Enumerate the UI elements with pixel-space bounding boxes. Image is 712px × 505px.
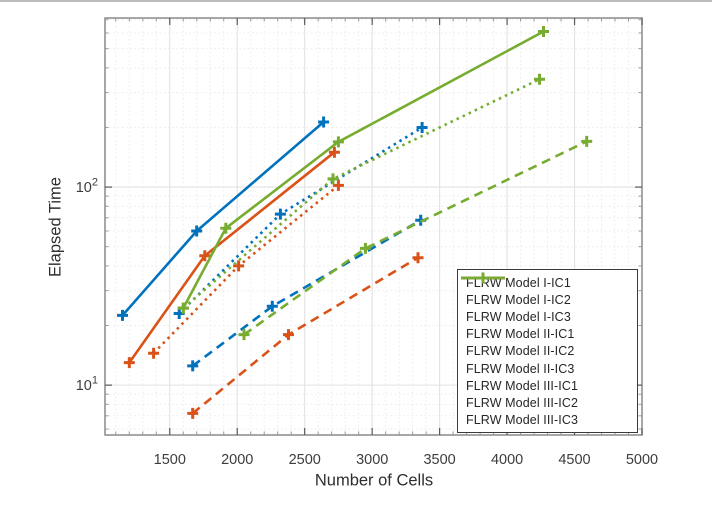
legend-item: FLRW Model III-IC3	[461, 272, 637, 429]
legend-item: FLRW Model III-IC1	[461, 272, 637, 394]
series-line	[182, 30, 545, 309]
series-line	[121, 121, 325, 317]
series-flrw-model-ii-ic1	[123, 146, 340, 369]
legend: FLRW Model I-IC1 FLRW Model I-IC2 FLRW Mod…	[457, 269, 638, 433]
plus-markers	[238, 135, 593, 341]
x-tick-label: 4000	[491, 452, 523, 468]
series-flrw-model-iii-ic2	[238, 135, 593, 341]
legend-item: FLRW Model II-IC2	[461, 272, 637, 360]
x-tick-label: 3000	[356, 452, 388, 468]
series-flrw-model-i-ic2	[187, 214, 427, 372]
x-tick-label: 4500	[558, 452, 590, 468]
x-tick-label: 2000	[221, 452, 253, 468]
series-line	[152, 184, 340, 355]
window-top-edge	[0, 0, 712, 2]
legend-plus-marker	[477, 272, 489, 284]
x-tick-labels: 1500 2000 2500 3000 3500 4000 4500 5000	[154, 452, 658, 468]
plus-markers	[148, 179, 344, 359]
x-tick-label: 1500	[154, 452, 186, 468]
y-tick-labels: 101 102	[76, 177, 98, 395]
legend-item: FLRW Model I-IC3	[461, 272, 637, 325]
plus-markers	[173, 122, 428, 319]
x-axis-label: Number of Cells	[314, 471, 434, 490]
minor-tick-marks	[105, 18, 642, 435]
legend-item-label: FLRW Model I-IC2	[466, 292, 571, 307]
legend-item: FLRW Model II-IC1	[461, 272, 637, 343]
series-flrw-model-iii-ic3	[177, 73, 545, 314]
y-tick-label: 102	[76, 177, 98, 197]
axes-box	[104, 17, 643, 436]
series-flrw-model-ii-ic2	[187, 252, 424, 419]
legend-item-label: FLRW Model II-IC3	[466, 361, 575, 376]
legend-item: FLRW Model III-IC2	[461, 272, 637, 411]
legend-item: FLRW Model II-IC3	[461, 272, 637, 377]
series-flrw-model-i-ic1	[117, 116, 330, 321]
legend-item-label: FLRW Model II-IC1	[466, 327, 575, 342]
series-line	[191, 219, 422, 367]
legend-item-label: FLRW Model I-IC3	[466, 309, 571, 324]
y-tick-label: 101	[76, 375, 98, 395]
series-line	[128, 151, 336, 364]
x-tick-label: 5000	[626, 452, 658, 468]
plus-markers	[177, 73, 545, 314]
series-flrw-model-ii-ic3	[148, 179, 344, 359]
plus-markers	[123, 146, 340, 369]
series-line	[182, 78, 541, 310]
legend-item-label: FLRW Model III-IC2	[466, 395, 579, 410]
plus-markers	[117, 116, 330, 321]
plus-markers	[187, 252, 424, 419]
series-line	[243, 140, 588, 336]
y-axis-label: Elapsed Time	[46, 177, 65, 277]
x-tick-label: 3500	[423, 452, 455, 468]
legend-item-label: FLRW Model III-IC1	[466, 378, 579, 393]
series-line	[191, 256, 419, 415]
plus-markers	[187, 214, 427, 372]
legend-item-label: FLRW Model II-IC2	[466, 344, 575, 359]
x-tick-label: 2500	[289, 452, 321, 468]
legend-item-label: FLRW Model III-IC3	[466, 413, 579, 428]
legend-item: FLRW Model I-IC2	[461, 272, 637, 308]
series-flrw-model-i-ic3	[173, 122, 428, 319]
legend-line-sample	[461, 272, 505, 284]
